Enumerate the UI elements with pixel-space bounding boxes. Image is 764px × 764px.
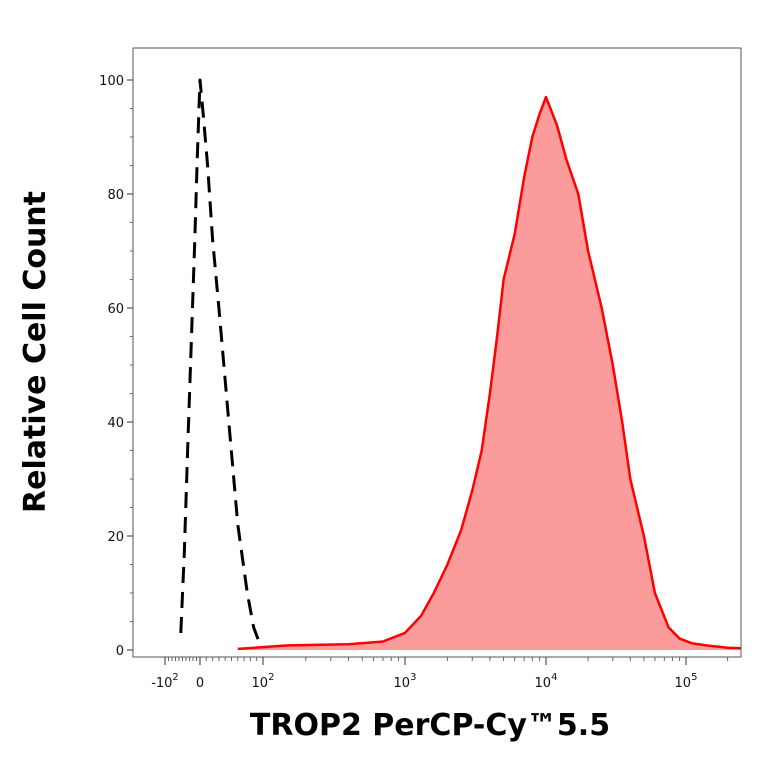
x-axis-title: TROP2 PerCP-Cy™5.5 xyxy=(250,708,610,743)
x-tick-label: 103 xyxy=(394,672,417,691)
series-2-fill xyxy=(237,97,742,651)
y-tick-label: 0 xyxy=(116,644,124,659)
x-tick-label: 105 xyxy=(675,672,698,691)
axes xyxy=(127,47,742,665)
y-tick-label: 40 xyxy=(107,416,124,431)
tick-labels: 0 20 40 60 80 100 -102 0 102 103 104 105 xyxy=(99,74,697,691)
y-axis-title: Relative Cell Count xyxy=(18,191,53,513)
series-1-line xyxy=(179,78,262,645)
x-tick-label: 102 xyxy=(252,672,275,691)
y-tick-label: 100 xyxy=(99,74,124,89)
y-tick-label: 60 xyxy=(107,302,124,317)
y-tick-label: 80 xyxy=(107,188,124,203)
x-tick-label: 104 xyxy=(535,672,558,691)
series-2-line xyxy=(237,95,742,651)
x-tick-label: -102 xyxy=(151,672,179,691)
plot-area xyxy=(179,78,742,651)
y-tick-label: 20 xyxy=(107,530,124,545)
x-tick-label: 0 xyxy=(196,676,204,691)
plot-frame xyxy=(132,47,742,658)
